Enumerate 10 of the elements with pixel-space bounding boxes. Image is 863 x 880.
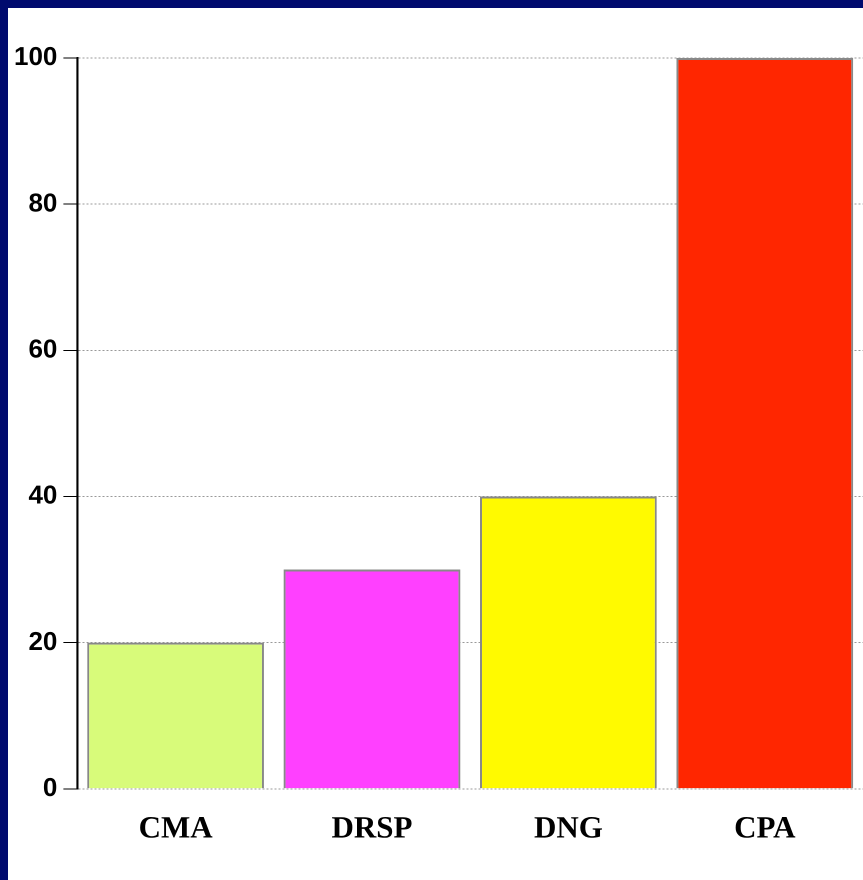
y-tick-label: 20	[28, 626, 58, 656]
x-tick-label: DRSP	[332, 809, 413, 844]
y-tick-label: 60	[28, 333, 58, 364]
y-tick-label: 100	[14, 41, 58, 72]
y-tick-label: 0	[42, 772, 58, 802]
x-tick-label: DNG	[534, 809, 603, 844]
y-tick-label: 80	[28, 187, 58, 218]
x-tick-label: CMA	[138, 809, 214, 844]
y-tick-label: 40	[28, 480, 58, 510]
x-tick-label: CPA	[734, 809, 796, 844]
